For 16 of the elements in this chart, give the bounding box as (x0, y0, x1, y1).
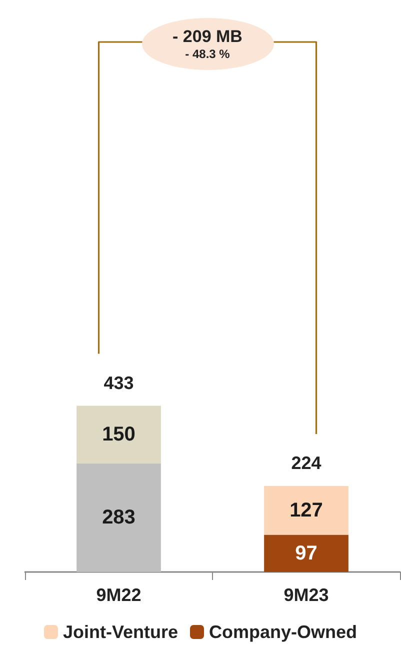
data-label: 127 (290, 499, 323, 522)
text: - 48.3 % (185, 47, 230, 61)
total-label: 224 (291, 452, 322, 473)
text: - 209 MB (172, 27, 242, 47)
total-label: 433 (104, 372, 134, 393)
bar (264, 534, 348, 572)
bar (76, 463, 161, 572)
data-label: 97 (295, 542, 318, 564)
bar (76, 406, 161, 464)
legend-label: Joint-Venture (62, 622, 178, 642)
data-label: 283 (102, 506, 136, 529)
x-tick-label: 9M23 (284, 585, 329, 605)
legend-label: Company-Owned (209, 622, 358, 642)
bar (264, 486, 348, 535)
data-label: 150 (102, 424, 136, 446)
x-tick-label: 9M22 (96, 585, 142, 605)
